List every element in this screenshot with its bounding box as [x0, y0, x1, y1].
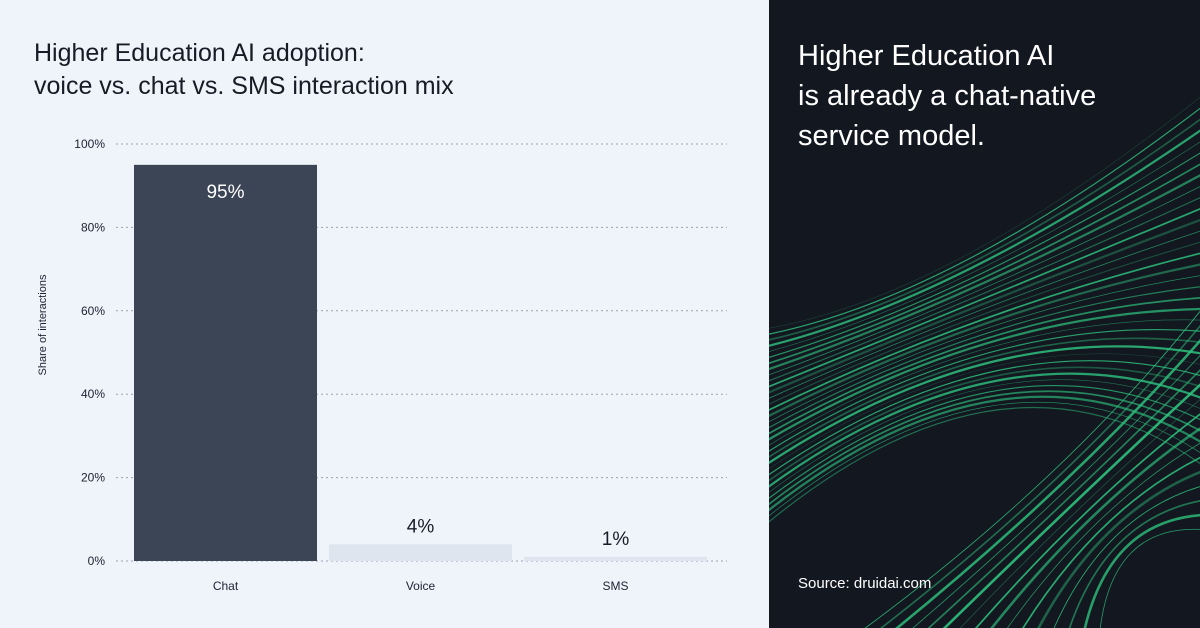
light-streak — [769, 297, 1200, 435]
chart-panel: Higher Education AI adoption: voice vs. … — [34, 37, 734, 593]
light-streak — [990, 427, 1200, 628]
light-streak — [769, 379, 1200, 493]
y-tick-label: 100% — [74, 137, 105, 151]
light-streak — [769, 163, 1200, 365]
light-streak — [974, 413, 1200, 628]
light-streak — [769, 307, 1200, 441]
light-streak — [769, 360, 1200, 476]
light-streak — [769, 390, 1200, 506]
headline-line-3: service model. — [798, 120, 985, 152]
light-streak — [769, 129, 1200, 347]
bar-voice — [329, 544, 512, 561]
chart-title-line-1: Higher Education AI adoption: — [34, 39, 365, 67]
light-streak — [769, 197, 1200, 382]
light-streak — [769, 329, 1200, 452]
light-streak — [1006, 442, 1200, 628]
y-tick-label: 0% — [88, 554, 106, 568]
light-streak — [769, 337, 1200, 458]
light-streak — [769, 319, 1200, 446]
light-streak — [1022, 456, 1200, 628]
y-axis-label: Share of interactions — [37, 274, 49, 375]
light-streak — [912, 355, 1200, 628]
light-streak — [942, 383, 1200, 628]
light-streak — [769, 263, 1200, 418]
x-tick-label: Voice — [406, 579, 436, 593]
light-streak — [769, 118, 1200, 341]
light-streak — [1099, 528, 1200, 628]
light-streak — [769, 401, 1200, 517]
data-label: 4% — [407, 516, 435, 537]
light-streak — [1068, 500, 1200, 628]
bar-chart: 0% 20% 40% 60% 80% 100% Share of interactions 9… — [37, 137, 727, 593]
chart-title-line-2: voice vs. chat vs. SMS interaction mix — [34, 72, 454, 100]
light-streak — [1037, 470, 1200, 628]
light-streak — [769, 141, 1200, 352]
light-streak — [769, 366, 1200, 482]
headline: Higher Education AI is already a chat-na… — [798, 36, 1188, 156]
light-streak — [769, 107, 1200, 335]
headline-line-2: is already a chat-native — [798, 80, 1097, 112]
light-streak — [1083, 513, 1200, 628]
light-streak — [864, 310, 1200, 628]
x-tick-label: Chat — [213, 579, 239, 593]
light-streak — [959, 399, 1200, 628]
light-streak — [769, 174, 1200, 371]
light-streak — [769, 353, 1200, 470]
light-streak — [769, 252, 1200, 411]
headline-panel: Higher Education AI is already a chat-na… — [769, 0, 1200, 628]
light-streak — [769, 406, 1200, 523]
light-streak — [879, 324, 1200, 628]
light-streak — [769, 241, 1200, 405]
light-streak — [769, 230, 1200, 399]
headline-line-1: Higher Education AI — [798, 40, 1055, 72]
light-streak — [769, 207, 1200, 388]
bar-sms — [524, 556, 707, 561]
y-tick-label: 20% — [81, 471, 105, 485]
light-streak — [769, 345, 1200, 465]
light-streak — [1053, 486, 1200, 628]
chart-title: Higher Education AI adoption: voice vs. … — [34, 37, 734, 103]
light-streak — [769, 96, 1200, 329]
light-streak — [927, 369, 1200, 628]
y-tick-label: 80% — [81, 220, 105, 234]
y-tick-label: 60% — [81, 304, 105, 318]
x-tick-label: SMS — [602, 579, 628, 593]
light-streak — [895, 338, 1200, 628]
green-light-streaks-graphic — [769, 96, 1200, 628]
light-streak — [769, 275, 1200, 423]
light-streak — [769, 286, 1200, 429]
data-label: 95% — [206, 182, 244, 203]
bar-chat — [134, 164, 317, 561]
data-label: 1% — [602, 529, 630, 550]
y-tick-label: 40% — [81, 387, 105, 401]
light-streak — [769, 385, 1200, 499]
light-streak — [769, 186, 1200, 376]
light-streak — [769, 152, 1200, 358]
source-credit: Source: druidai.com — [798, 575, 932, 592]
light-streak — [769, 218, 1200, 394]
